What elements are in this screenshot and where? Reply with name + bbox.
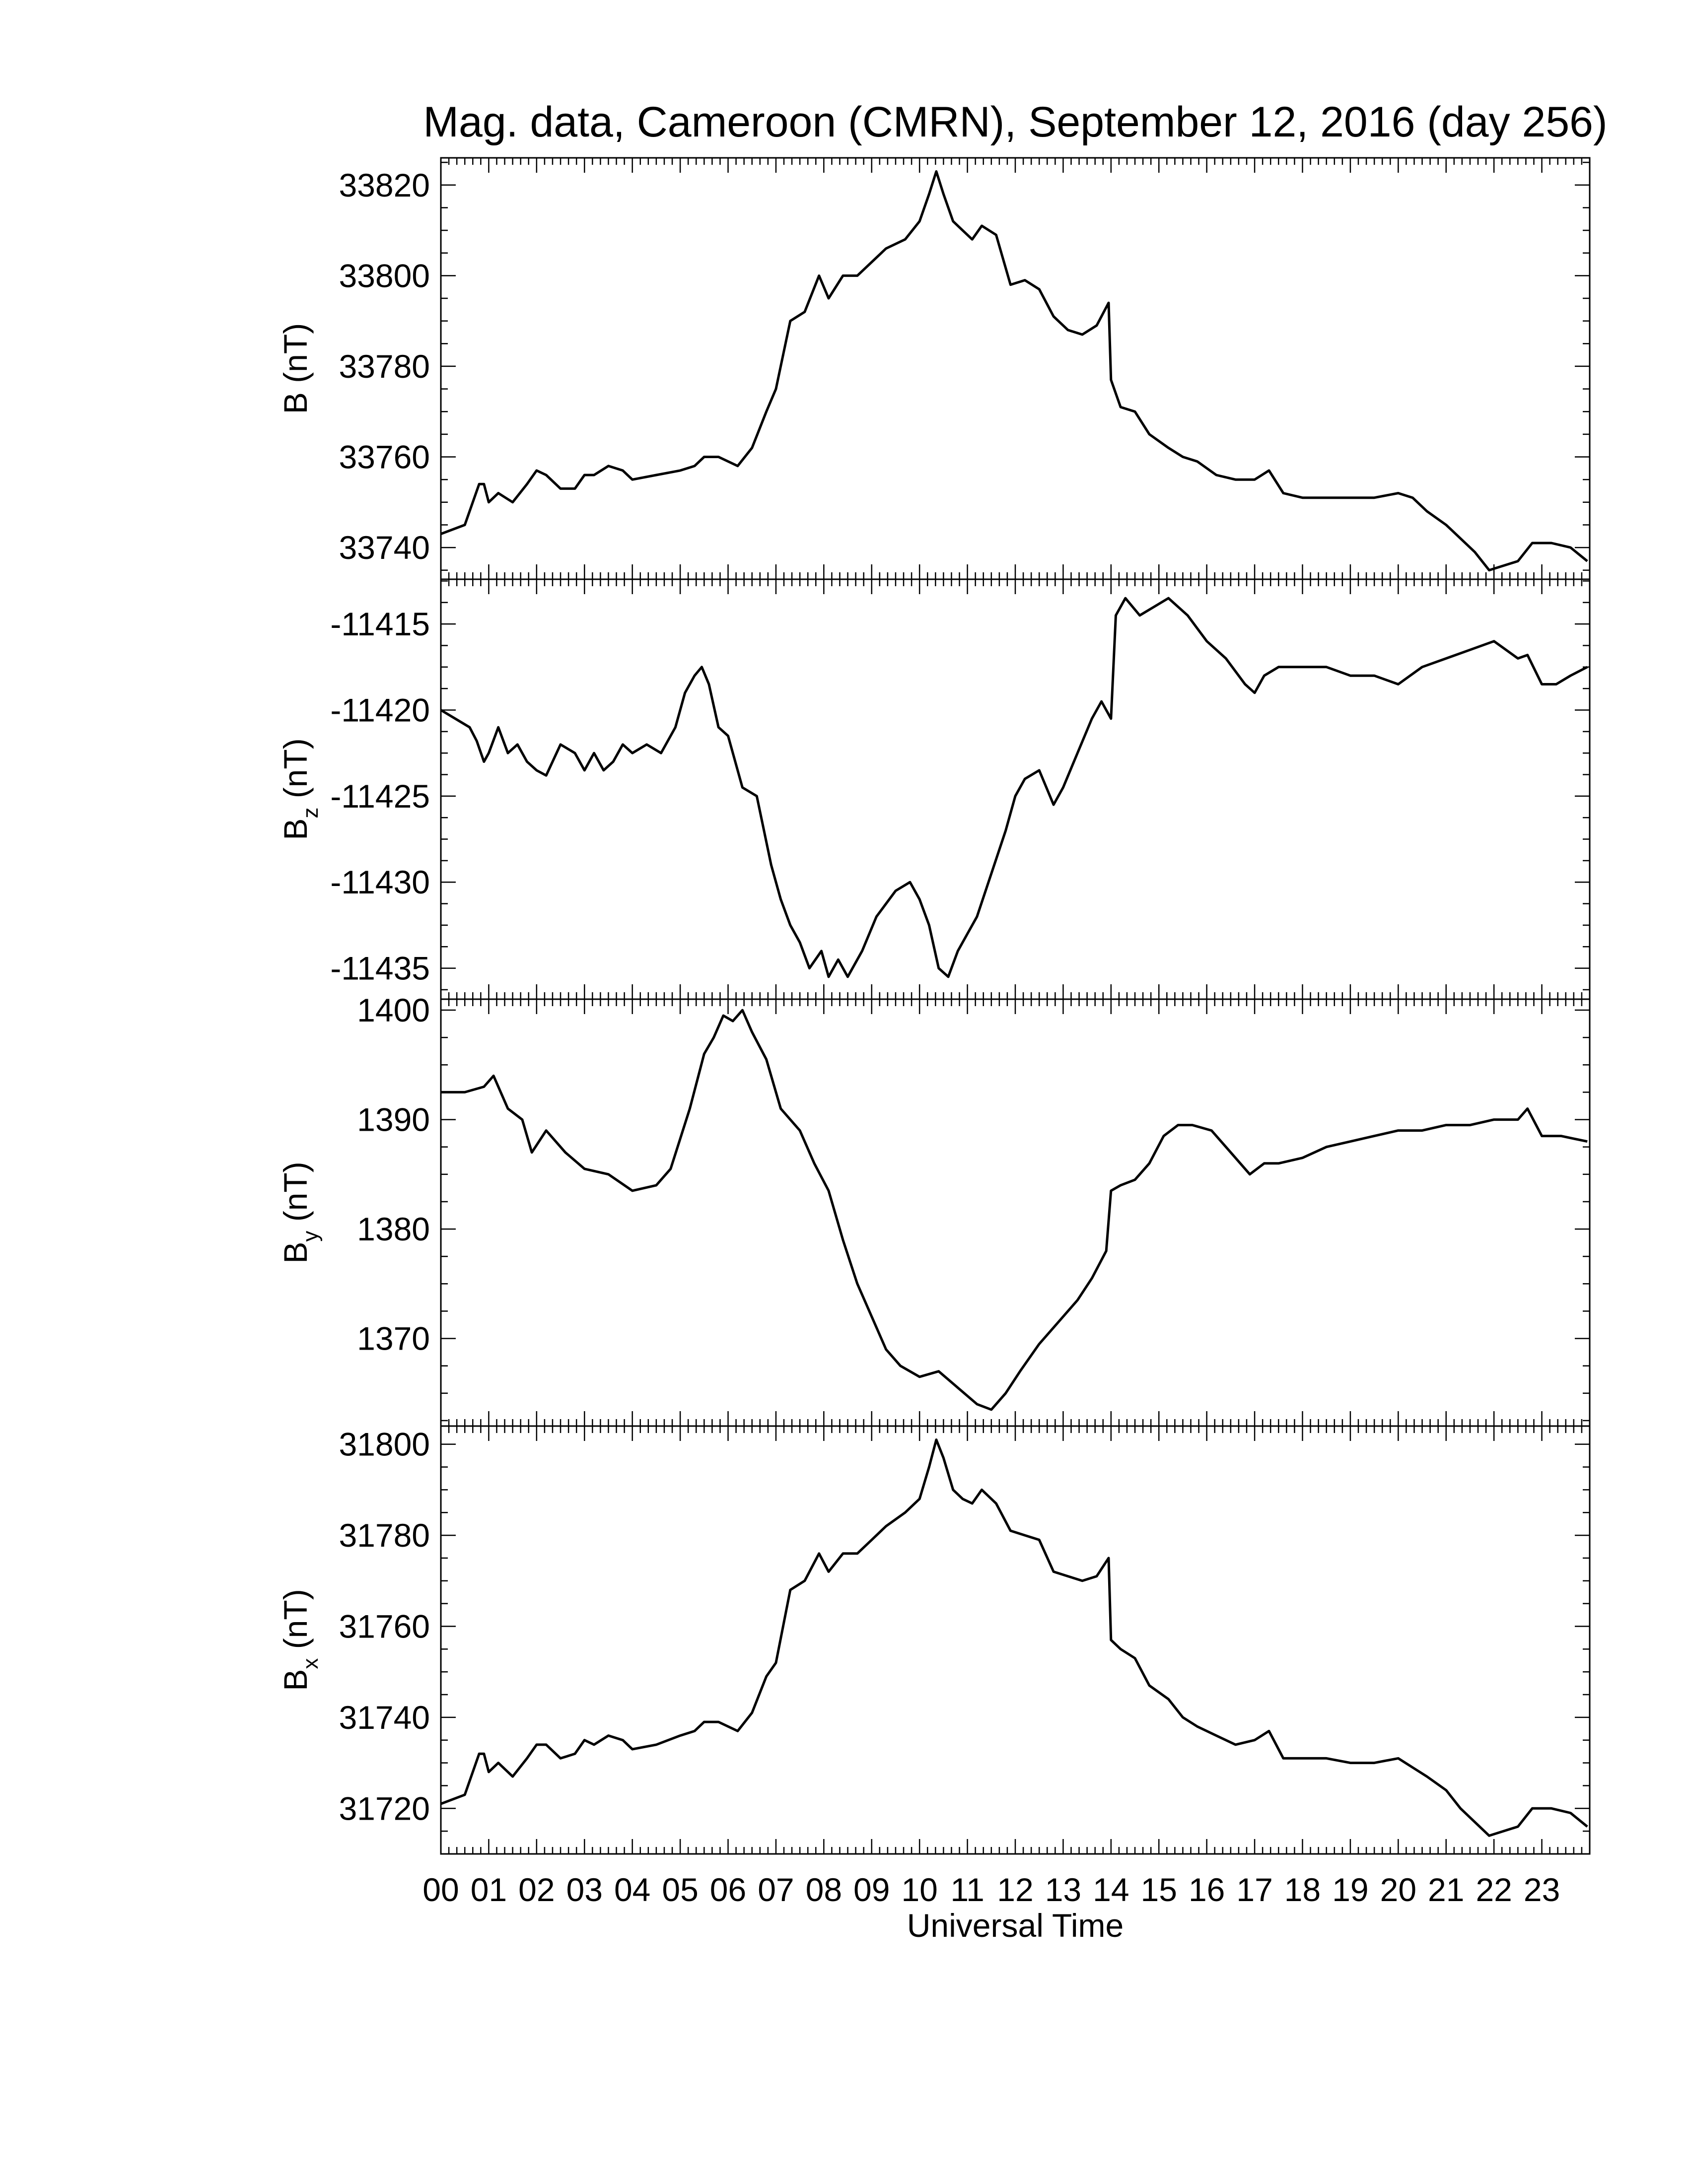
series-line-1	[440, 170, 1588, 572]
x-tick-label: 23	[1524, 1871, 1560, 1908]
y-tick-label: -11435	[330, 950, 430, 987]
y-tick-label: 33800	[339, 257, 430, 294]
x-tick-label: 14	[1093, 1871, 1129, 1908]
x-tick-label: 12	[997, 1871, 1033, 1908]
y-tick-label: 31760	[339, 1608, 430, 1644]
y-tick-label: -11425	[330, 778, 430, 815]
x-tick-label: 00	[422, 1871, 459, 1908]
series-line-2	[440, 597, 1588, 978]
x-tick-label: 21	[1428, 1871, 1464, 1908]
y-tick-label: 33780	[339, 348, 430, 385]
x-tick-label: 07	[758, 1871, 794, 1908]
x-tick-label: 05	[662, 1871, 698, 1908]
x-tick-label: 03	[566, 1871, 603, 1908]
y-tick-label: 31800	[339, 1426, 430, 1463]
y-tick-label: 31720	[339, 1790, 430, 1827]
x-axis-label: Universal Time	[907, 1907, 1124, 1944]
x-tick-label: 22	[1476, 1871, 1512, 1908]
x-tick-label: 19	[1332, 1871, 1368, 1908]
y-tick-label: 33740	[339, 529, 430, 566]
x-tick-label: 17	[1236, 1871, 1272, 1908]
x-axis: 00 01 02 03 04 05 06 07 08 09 10 11 12 13 14 15 16 17 18 19…	[422, 1871, 1560, 1908]
y-tick-label: 1380	[357, 1211, 430, 1247]
y-axis-label: B (nT)	[277, 323, 314, 414]
x-tick-label: 02	[518, 1871, 555, 1908]
x-tick-label: 13	[1045, 1871, 1081, 1908]
panel-4: 31720 31740 31760 31780 31800 Bx (nT)	[277, 1425, 1591, 1855]
y-tick-label: -11415	[330, 606, 430, 642]
y-tick-label: 31780	[339, 1517, 430, 1554]
x-tick-label: 16	[1189, 1871, 1225, 1908]
x-tick-label: 10	[901, 1871, 937, 1908]
y-tick-label: -11420	[330, 692, 430, 729]
y-tick-label: 1400	[357, 992, 430, 1028]
chart-title: Mag. data, Cameroon (CMRN), September 12…	[423, 98, 1607, 146]
y-tick-label: 31740	[339, 1699, 430, 1736]
x-tick-label: 09	[853, 1871, 890, 1908]
y-tick-label: 33760	[339, 439, 430, 476]
x-tick-label: 18	[1284, 1871, 1321, 1908]
series-line-4	[440, 1438, 1588, 1837]
y-axis-label: Bx (nT)	[277, 1589, 323, 1691]
y-tick-label: -11430	[330, 864, 430, 900]
x-tick-label: 08	[806, 1871, 842, 1908]
panel-1: 33740 33760 33780 33800 33820 B (nT)	[277, 157, 1591, 580]
x-tick-label: 15	[1141, 1871, 1177, 1908]
x-tick-label: 01	[471, 1871, 507, 1908]
y-tick-label: 1390	[357, 1101, 430, 1138]
x-tick-label: 06	[710, 1871, 746, 1908]
y-tick-label: 1370	[357, 1320, 430, 1357]
panel-stack: 33740 33760 33780 33800 33820 B (nT) -11435 -11…	[277, 157, 1591, 1855]
x-tick-label: 11	[950, 1871, 985, 1908]
x-tick-label: 04	[614, 1871, 650, 1908]
y-tick-label: 33820	[339, 167, 430, 204]
y-axis-label: Bz (nT)	[277, 738, 323, 840]
series-line-3	[441, 1009, 1588, 1411]
x-tick-label: 20	[1380, 1871, 1416, 1908]
y-axis-label: By (nT)	[277, 1161, 323, 1263]
